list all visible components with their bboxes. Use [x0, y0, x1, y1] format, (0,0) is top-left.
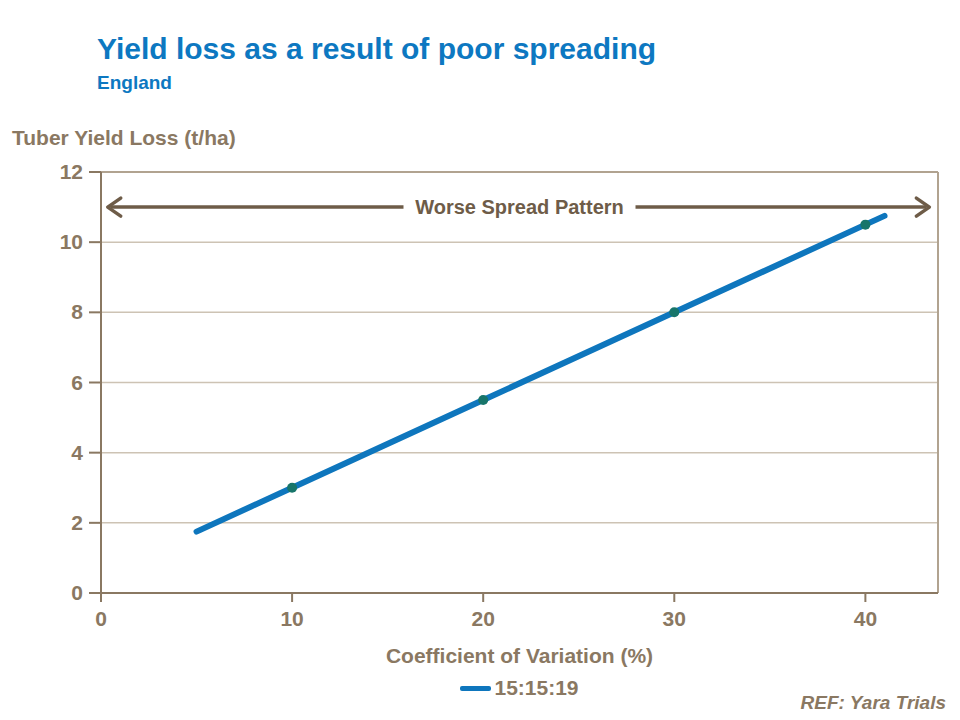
legend-series-label: 15:15:19: [494, 676, 578, 700]
y-tick-label-8: 8: [71, 300, 83, 323]
y-tick-label-10: 10: [60, 230, 83, 253]
data-point-40-10.5: [860, 220, 870, 230]
reference-note: REF: Yara Trials: [801, 692, 946, 714]
x-tick-label-10: 10: [280, 607, 303, 630]
x-axis-title: Coefficient of Variation (%): [101, 644, 938, 668]
series-line-15:15:19: [197, 216, 885, 532]
y-tick-label-0: 0: [71, 581, 83, 604]
data-point-30-8: [669, 307, 679, 317]
slide: Yield loss as a result of poor spreading…: [0, 0, 960, 720]
annotation-label: Worse Spread Pattern: [415, 196, 624, 218]
y-tick-label-12: 12: [60, 160, 83, 183]
legend-line-icon: [460, 686, 491, 691]
data-point-20-5.5: [478, 395, 488, 405]
data-point-10-3: [287, 483, 297, 493]
y-tick-label-4: 4: [71, 441, 83, 464]
x-tick-label-0: 0: [95, 607, 107, 630]
x-tick-label-40: 40: [854, 607, 877, 630]
y-tick-label-2: 2: [71, 511, 83, 534]
y-tick-label-6: 6: [71, 371, 83, 394]
x-tick-label-30: 30: [663, 607, 686, 630]
x-tick-label-20: 20: [472, 607, 495, 630]
chart-canvas: 0 2 4 6 8 10 12 0 10 20 30 40 Worse Spread Pattern: [0, 0, 960, 720]
